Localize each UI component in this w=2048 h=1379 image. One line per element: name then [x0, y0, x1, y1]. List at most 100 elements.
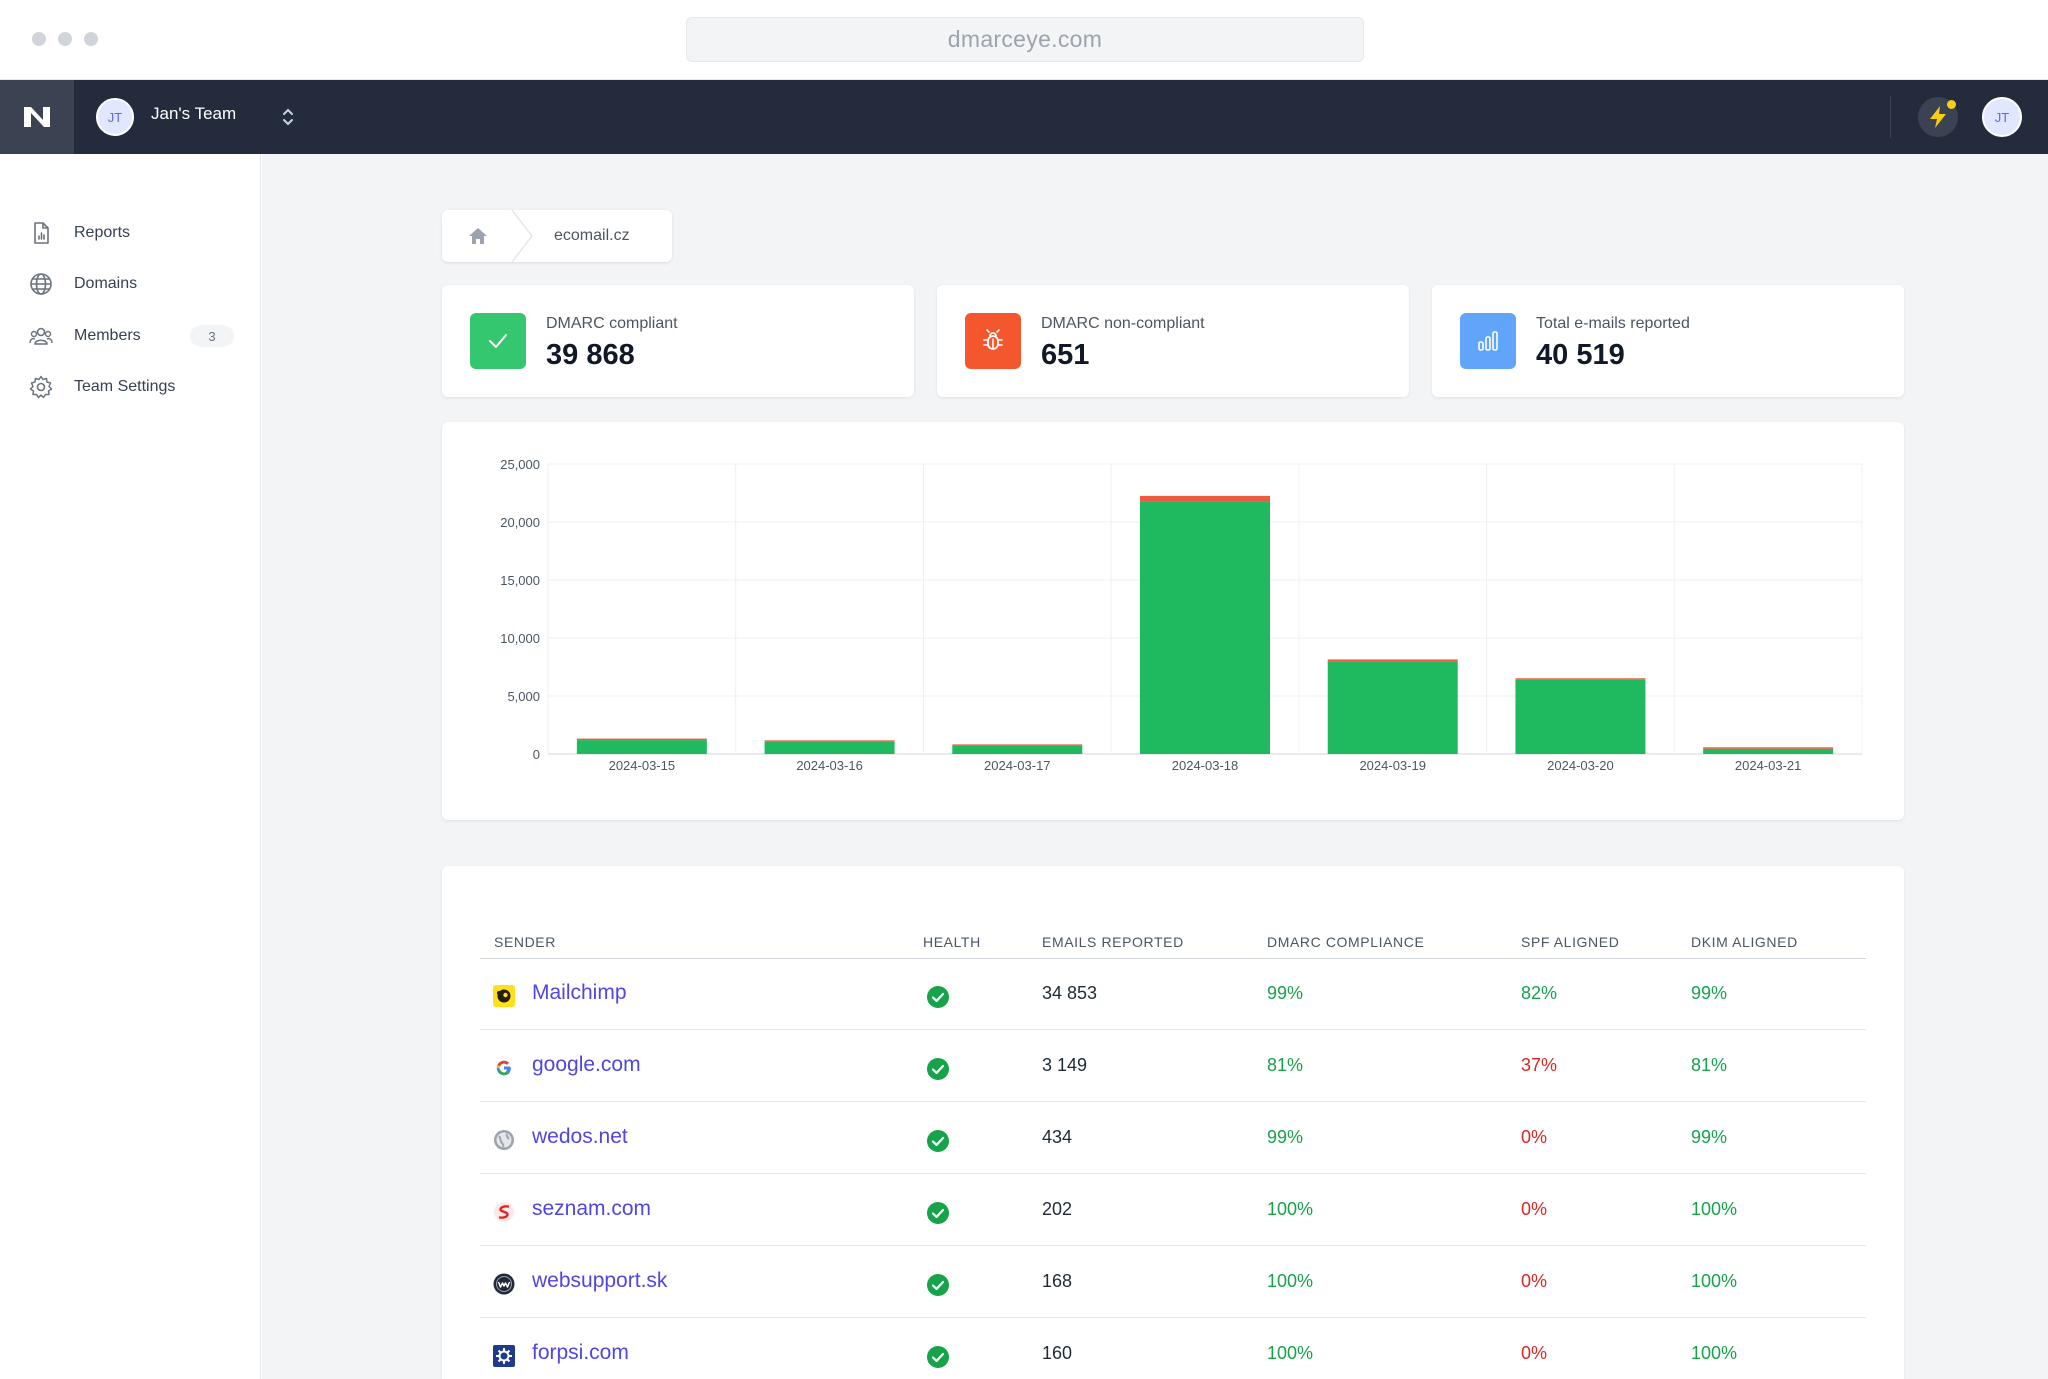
google-icon — [496, 1060, 511, 1076]
dmarc-compliance: 100% — [1267, 1343, 1314, 1363]
window-close-dot[interactable] — [32, 32, 46, 46]
sender-link[interactable]: websupport.sk — [532, 1269, 668, 1292]
logo-icon — [24, 107, 50, 127]
bar-compliant — [764, 741, 895, 754]
emails-reported: 168 — [1042, 1271, 1073, 1291]
column-header-dkim[interactable]: DKIM ALIGNED — [1691, 934, 1798, 950]
app-logo[interactable] — [0, 80, 74, 154]
column-header-sender[interactable]: SENDER — [494, 934, 556, 950]
bar-non-compliant — [1327, 659, 1458, 662]
stat-label: Total e-mails reported — [1536, 315, 1690, 332]
dkim-aligned: 100% — [1691, 1271, 1738, 1291]
stat-label: DMARC compliant — [546, 315, 678, 332]
health-ok-icon — [927, 1274, 949, 1296]
spf-aligned: 0% — [1521, 1343, 1548, 1363]
breadcrumb-separator-icon — [511, 210, 533, 262]
bar-compliant — [1703, 748, 1834, 754]
main-content: ecomail.cz DMARC compliant 39 868 DMARC … — [262, 154, 2048, 1379]
column-header-spf[interactable]: SPF ALIGNED — [1521, 934, 1620, 950]
sender-link[interactable]: seznam.com — [532, 1197, 652, 1220]
sidebar-item-label: Team Settings — [74, 378, 176, 395]
emails-reported: 3 149 — [1042, 1055, 1088, 1075]
document-chart-icon — [34, 222, 49, 244]
sidebar-item-members[interactable]: Members 3 — [28, 319, 238, 353]
table-row[interactable]: forpsi.com 160 100% 0% 100% — [480, 1319, 1866, 1379]
dmarc-compliance: 81% — [1267, 1055, 1304, 1075]
y-tick-label: 0 — [533, 747, 540, 762]
mailchimp-icon — [493, 985, 515, 1007]
column-header-emails[interactable]: EMAILS REPORTED — [1042, 934, 1184, 950]
x-tick-label: 2024-03-19 — [1359, 758, 1426, 773]
notifications-button[interactable] — [1918, 97, 1958, 137]
x-tick-label: 2024-03-15 — [609, 758, 676, 773]
table-row[interactable]: google.com 3 149 81% 37% 81% — [480, 1031, 1866, 1102]
stat-card-non-compliant: DMARC non-compliant 651 — [937, 285, 1409, 397]
globe-icon — [30, 273, 52, 295]
forpsi-icon — [493, 1345, 515, 1367]
sender-link[interactable]: wedos.net — [532, 1125, 628, 1148]
emails-reported: 434 — [1042, 1127, 1073, 1147]
column-header-health[interactable]: HEALTH — [923, 934, 981, 950]
stat-card-compliant: DMARC compliant 39 868 — [442, 285, 914, 397]
health-ok-icon — [927, 1058, 949, 1080]
dkim-aligned: 81% — [1691, 1055, 1728, 1075]
health-ok-icon — [927, 986, 949, 1008]
sidebar-item-reports[interactable]: Reports — [28, 216, 238, 250]
y-tick-label: 10,000 — [500, 631, 540, 646]
window-minimize-dot[interactable] — [58, 32, 72, 46]
y-tick-label: 15,000 — [500, 573, 540, 588]
emails-reported: 202 — [1042, 1199, 1073, 1219]
dkim-aligned: 100% — [1691, 1199, 1738, 1219]
x-tick-label: 2024-03-17 — [984, 758, 1050, 773]
seznam-icon — [494, 1202, 514, 1222]
spf-aligned: 37% — [1521, 1055, 1558, 1075]
bar-non-compliant — [1515, 678, 1646, 680]
team-name[interactable]: Jan's Team — [151, 104, 237, 123]
stat-value: 651 — [1041, 339, 1090, 371]
user-avatar[interactable]: JT — [1982, 97, 2022, 137]
sidebar-item-team-settings[interactable]: Team Settings — [28, 370, 238, 404]
sidebar: Reports Domains Members 3 Team Settings — [0, 154, 261, 1379]
table-row[interactable]: Mailchimp 34 853 99% 82% 99% — [480, 959, 1866, 1030]
table-row[interactable]: seznam.com 202 100% 0% 100% — [480, 1175, 1866, 1246]
sidebar-item-domains[interactable]: Domains — [28, 267, 238, 301]
browser-chrome: dmarceye.com — [0, 0, 2048, 80]
stat-label: DMARC non-compliant — [1041, 315, 1205, 332]
sender-link[interactable]: google.com — [532, 1053, 641, 1076]
table-row[interactable]: websupport.sk 168 100% 0% 100% — [480, 1247, 1866, 1318]
table-row[interactable]: wedos.net 434 99% 0% 99% — [480, 1103, 1866, 1174]
y-tick-label: 20,000 — [500, 515, 540, 530]
notification-dot — [1947, 100, 1956, 109]
breadcrumb-current[interactable]: ecomail.cz — [554, 227, 630, 244]
home-icon — [469, 228, 487, 244]
stat-icon-box — [965, 313, 1021, 369]
bar-compliant — [1140, 501, 1270, 754]
sidebar-item-label: Members — [74, 327, 141, 344]
dmarc-compliance: 99% — [1267, 1127, 1304, 1147]
spf-aligned: 82% — [1521, 983, 1558, 1003]
bar-chart-icon — [1478, 331, 1498, 351]
dmarc-compliance: 100% — [1267, 1271, 1314, 1291]
health-ok-icon — [927, 1202, 949, 1224]
breadcrumb-home[interactable] — [442, 210, 514, 262]
bar-compliant — [576, 740, 707, 754]
bar-compliant — [1515, 679, 1646, 754]
x-tick-label: 2024-03-20 — [1547, 758, 1614, 773]
column-header-dmarc[interactable]: DMARC COMPLIANCE — [1267, 934, 1425, 950]
chevron-up-down-icon[interactable] — [280, 105, 296, 129]
sender-link[interactable]: Mailchimp — [532, 981, 627, 1004]
stat-icon-box — [1460, 313, 1516, 369]
emails-reported: 34 853 — [1042, 983, 1098, 1003]
bar-non-compliant — [764, 740, 895, 742]
window-maximize-dot[interactable] — [84, 32, 98, 46]
bar-non-compliant — [952, 744, 1083, 746]
dmarc-compliance: 99% — [1267, 983, 1304, 1003]
spf-aligned: 0% — [1521, 1271, 1548, 1291]
address-bar[interactable]: dmarceye.com — [686, 17, 1364, 62]
sender-link[interactable]: forpsi.com — [532, 1341, 629, 1364]
team-avatar[interactable]: JT — [96, 98, 134, 136]
window-controls — [32, 32, 98, 46]
y-tick-label: 5,000 — [507, 689, 540, 704]
bar-non-compliant — [576, 738, 707, 741]
bug-icon — [983, 329, 1003, 350]
